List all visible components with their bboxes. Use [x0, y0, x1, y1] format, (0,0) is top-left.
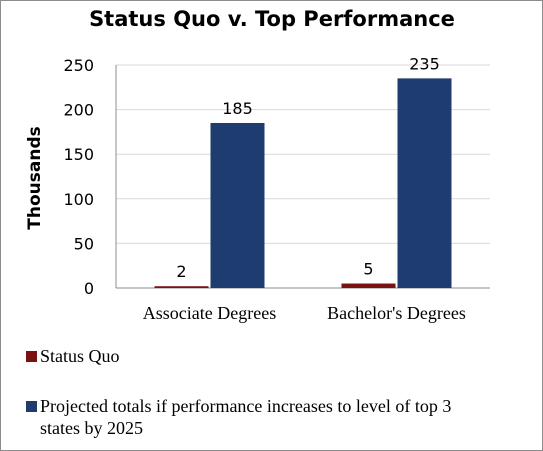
data-label: 185 — [222, 99, 253, 118]
y-tick-labels: 0 50 100 150 200 250 — [63, 56, 94, 298]
y-axis-label: Thousands — [25, 126, 45, 229]
bar-projected-0 — [210, 122, 265, 288]
legend: Status Quo Projected totals if performanc… — [26, 346, 451, 438]
data-label: 5 — [363, 260, 373, 279]
category-labels: Associate Degrees Bachelor's Degrees — [143, 303, 466, 323]
legend-swatch-projected — [26, 401, 37, 412]
bar-projected-1 — [397, 78, 452, 288]
category-label: Bachelor's Degrees — [327, 303, 466, 323]
bar-status-quo-0 — [154, 286, 209, 288]
y-tick-label: 200 — [63, 101, 94, 120]
legend-label: Projected totals if performance increase… — [40, 396, 451, 416]
data-label: 235 — [409, 54, 440, 73]
y-tick-label: 50 — [74, 234, 94, 253]
y-tick-label: 150 — [63, 145, 94, 164]
legend-label: states by 2025 — [40, 418, 143, 438]
data-labels: 2 185 5 235 — [176, 54, 439, 281]
y-tick-label: 0 — [84, 279, 94, 298]
data-label: 2 — [176, 262, 186, 281]
y-tick-label: 100 — [63, 190, 94, 209]
category-label: Associate Degrees — [143, 303, 276, 323]
bar-status-quo-1 — [341, 283, 396, 288]
legend-label: Status Quo — [40, 346, 120, 366]
bars — [154, 78, 452, 288]
legend-swatch-status-quo — [26, 351, 37, 362]
y-tick-label: 250 — [63, 56, 94, 75]
chart-title: Status Quo v. Top Performance — [89, 7, 455, 31]
